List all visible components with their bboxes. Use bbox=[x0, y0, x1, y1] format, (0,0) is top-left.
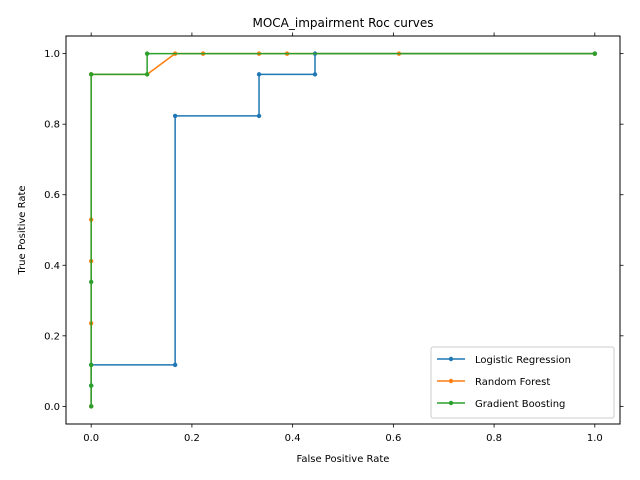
legend-entry: Logistic Regression bbox=[437, 355, 571, 366]
legend-box bbox=[430, 346, 615, 419]
y-tick-label: 0.4 bbox=[44, 261, 60, 272]
legend-label: Logistic Regression bbox=[475, 355, 571, 366]
x-tick-label: 0.4 bbox=[285, 433, 301, 444]
series-layer bbox=[88, 51, 598, 409]
data-point bbox=[88, 362, 94, 368]
x-axis-label: False Positive Rate bbox=[297, 454, 390, 465]
x-tick-label: 0.2 bbox=[184, 433, 200, 444]
legend-swatch-marker bbox=[448, 400, 454, 406]
legend-label: Random Forest bbox=[475, 377, 550, 388]
legend-entry: Gradient Boosting bbox=[437, 399, 565, 410]
legend-swatch-marker bbox=[448, 356, 454, 362]
legend: Logistic Regression Random Forest Gradient… bbox=[430, 346, 615, 419]
data-point bbox=[88, 72, 94, 77]
x-tick-label: 1.0 bbox=[587, 433, 603, 444]
plot-frame bbox=[65, 35, 621, 425]
data-point bbox=[144, 72, 150, 77]
x-tick-label: 0.8 bbox=[486, 433, 502, 444]
y-axis-label: True Positive Rate bbox=[17, 185, 28, 275]
data-point bbox=[144, 51, 150, 56]
data-point bbox=[88, 404, 94, 409]
y-tick-label: 1.0 bbox=[44, 49, 60, 60]
data-point bbox=[256, 113, 262, 119]
y-tick-label: 0.2 bbox=[44, 331, 60, 342]
data-point bbox=[256, 72, 262, 77]
data-point bbox=[172, 362, 178, 368]
y-tick-label: 0.6 bbox=[44, 190, 60, 201]
y-tick-label: 0.8 bbox=[44, 120, 60, 131]
legend-swatch-marker bbox=[448, 378, 454, 384]
data-point bbox=[88, 383, 94, 388]
axes-layer: 0.0 0.2 0.4 0.6 0.8 1.0 0.0 0.2 0.4 0.6 0.8 1.0 bbox=[44, 32, 624, 444]
legend-label: Gradient Boosting bbox=[475, 399, 565, 410]
x-tick-label: 0.6 bbox=[385, 433, 401, 444]
series-line bbox=[90, 52, 595, 407]
series-2 bbox=[88, 51, 598, 409]
data-point bbox=[312, 72, 318, 77]
chart-title: MOCA_impairment Roc curves bbox=[252, 16, 433, 30]
data-point bbox=[172, 113, 178, 119]
y-tick-label: 0.0 bbox=[44, 402, 60, 413]
x-tick-label: 0.0 bbox=[83, 433, 99, 444]
legend-entry: Random Forest bbox=[437, 377, 550, 388]
data-point bbox=[592, 51, 598, 56]
data-point bbox=[88, 279, 94, 285]
